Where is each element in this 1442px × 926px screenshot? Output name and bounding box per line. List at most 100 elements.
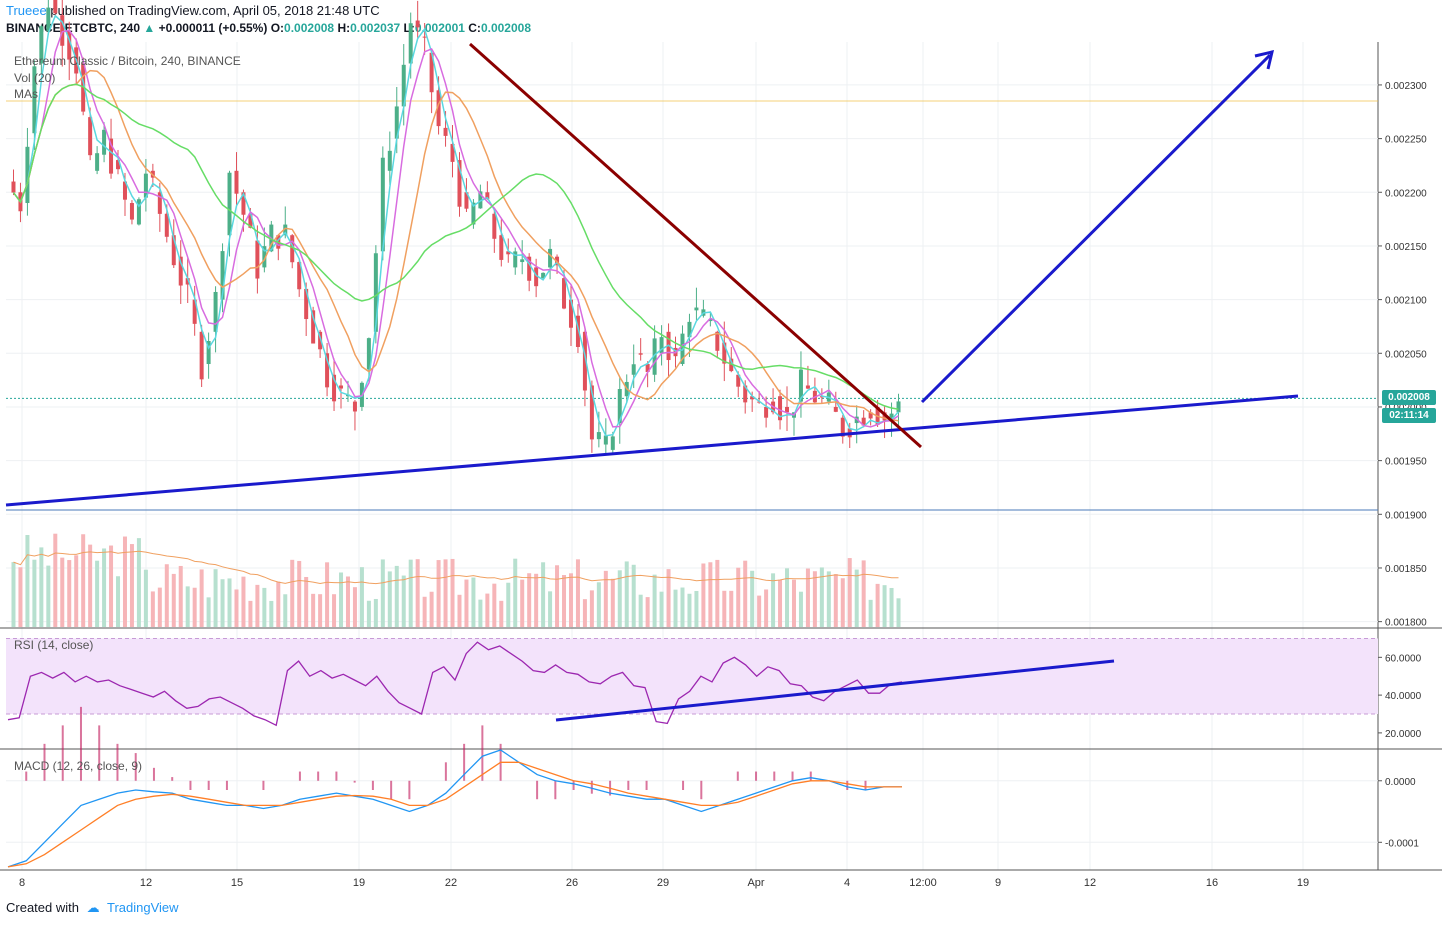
last-price-tag: 0.002008 bbox=[1382, 390, 1436, 405]
volume-bar bbox=[136, 538, 141, 627]
x-tick-label: 19 bbox=[353, 877, 365, 889]
volume-bar bbox=[562, 575, 567, 627]
candle-body bbox=[840, 417, 845, 437]
x-tick-label: 12:00 bbox=[909, 877, 937, 889]
volume-bar bbox=[380, 559, 385, 627]
author-link[interactable]: Trueee bbox=[6, 3, 47, 18]
volume-bar bbox=[227, 578, 232, 627]
volume-bar bbox=[861, 560, 866, 627]
candle-body bbox=[248, 213, 253, 228]
volume-bar bbox=[736, 567, 741, 627]
candle-body bbox=[896, 401, 901, 413]
candle-body bbox=[575, 315, 580, 347]
volume-bar bbox=[206, 597, 211, 627]
countdown-tag: 02:11:14 bbox=[1382, 408, 1436, 423]
volume-bar bbox=[18, 567, 23, 627]
volume-bar bbox=[722, 590, 727, 627]
volume-bar bbox=[513, 558, 518, 627]
candle-body bbox=[394, 106, 399, 139]
x-tick-label: 19 bbox=[1297, 877, 1309, 889]
candle-body bbox=[11, 181, 16, 193]
candle-body bbox=[116, 160, 121, 170]
candle-body bbox=[471, 202, 476, 225]
volume-bar bbox=[192, 587, 197, 627]
x-tick-label: 12 bbox=[1084, 877, 1096, 889]
candle-body bbox=[562, 278, 567, 309]
volume-bar bbox=[729, 590, 734, 627]
candle-body bbox=[122, 181, 127, 200]
volume-bar bbox=[234, 589, 239, 627]
volume-bar bbox=[352, 587, 357, 627]
candle-body bbox=[485, 192, 490, 199]
volume-bar bbox=[610, 578, 615, 627]
volume-bar bbox=[436, 560, 441, 627]
volume-bar bbox=[74, 555, 79, 627]
candle-body bbox=[743, 385, 748, 403]
volume-bar bbox=[11, 562, 16, 627]
volume-bar bbox=[157, 587, 162, 627]
candle-body bbox=[339, 385, 344, 389]
volume-bar bbox=[339, 572, 344, 627]
volume-bar bbox=[46, 565, 51, 627]
volume-bar bbox=[854, 569, 859, 627]
volume-bar bbox=[387, 571, 392, 627]
publish-header: Trueee published on TradingView.com, Apr… bbox=[6, 3, 380, 18]
published-text: published on TradingView.com, April 05, … bbox=[50, 3, 380, 18]
volume-bar bbox=[506, 582, 511, 627]
volume-bar bbox=[589, 590, 594, 627]
candle-body bbox=[143, 173, 148, 198]
candle-body bbox=[206, 340, 211, 365]
volume-bar bbox=[652, 574, 657, 627]
volume-bar bbox=[471, 577, 476, 627]
candle-body bbox=[88, 117, 93, 156]
volume-bar bbox=[394, 565, 399, 627]
volume-bar bbox=[492, 583, 497, 627]
volume-bar bbox=[32, 559, 37, 627]
candle-body bbox=[373, 253, 378, 332]
volume-bar bbox=[102, 548, 107, 627]
rsi-legend: RSI (14, close) bbox=[14, 638, 94, 652]
candle-body bbox=[610, 436, 615, 450]
candle-body bbox=[541, 272, 546, 279]
rsi-line bbox=[7, 641, 903, 727]
volume-bar bbox=[422, 596, 427, 627]
volume-bar bbox=[143, 569, 148, 627]
candle-body bbox=[227, 172, 232, 236]
ma-long-line bbox=[12, 83, 899, 410]
x-tick-label: 8 bbox=[19, 877, 25, 889]
candle-body bbox=[290, 235, 295, 263]
volume-bar bbox=[401, 575, 406, 627]
candle-body bbox=[499, 235, 504, 260]
volume-bar bbox=[199, 569, 204, 627]
volume-bar bbox=[60, 557, 65, 627]
tradingview-link[interactable]: TradingView bbox=[107, 900, 179, 915]
volume-bar bbox=[889, 587, 894, 627]
candle-body bbox=[582, 331, 587, 391]
candle-body bbox=[715, 331, 720, 351]
candle-body bbox=[304, 288, 309, 320]
volume-bar bbox=[798, 591, 803, 627]
volume-bar bbox=[715, 559, 720, 627]
volume-bar bbox=[617, 570, 622, 627]
candle-body bbox=[60, 15, 65, 46]
close-value: 0.002008 bbox=[480, 21, 531, 35]
volume-bar bbox=[764, 589, 769, 627]
volume-bar bbox=[582, 599, 587, 627]
candle-body bbox=[833, 406, 838, 412]
candle-body bbox=[708, 319, 713, 322]
y-tick-label: 0.001900 bbox=[1385, 510, 1427, 521]
y-tick-label: 0.002200 bbox=[1385, 188, 1427, 199]
volume-bar bbox=[332, 594, 337, 627]
volume-bar bbox=[568, 573, 573, 627]
y-tick-label: 0.001850 bbox=[1385, 564, 1427, 575]
volume-bar bbox=[116, 576, 121, 627]
macd-signal-line bbox=[7, 761, 902, 868]
x-tick-label: 29 bbox=[657, 877, 669, 889]
candle-body bbox=[129, 203, 134, 220]
candle-body bbox=[527, 256, 532, 281]
volume-bar bbox=[840, 578, 845, 627]
x-tick-label: 9 bbox=[995, 877, 1001, 889]
candle-body bbox=[283, 224, 288, 236]
target-arrow-line bbox=[920, 53, 1272, 404]
